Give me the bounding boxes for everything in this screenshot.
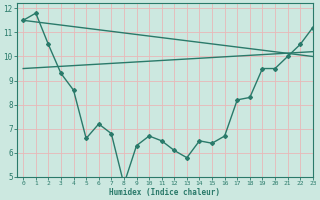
X-axis label: Humidex (Indice chaleur): Humidex (Indice chaleur) bbox=[109, 188, 220, 197]
